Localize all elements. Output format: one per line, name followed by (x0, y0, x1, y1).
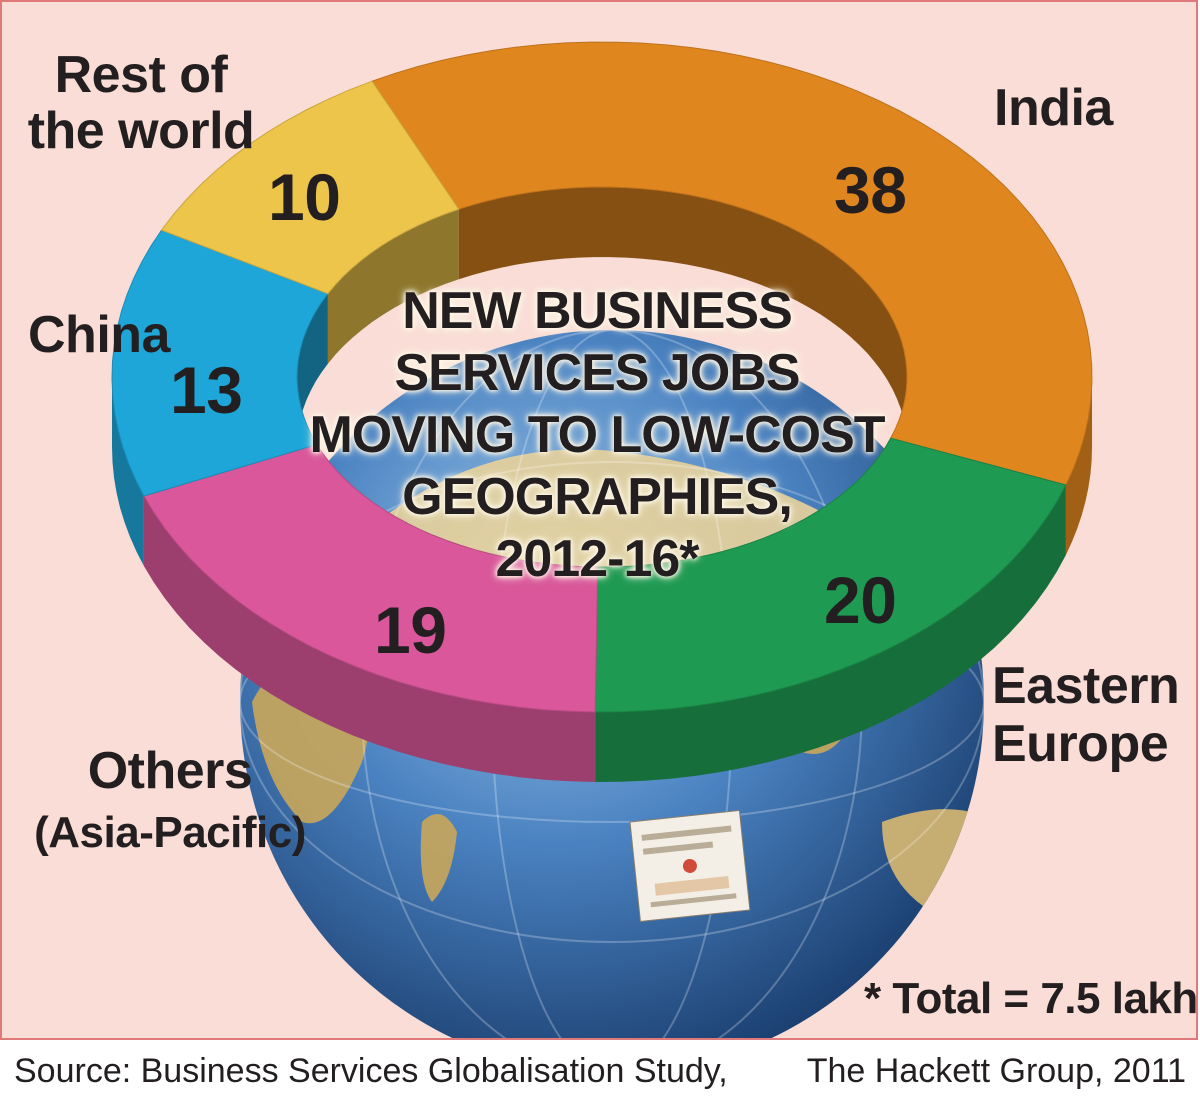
chart-title: NEW BUSINESS SERVICES JOBS MOVING TO LOW-C… (292, 280, 902, 590)
donut-slice (160, 80, 460, 295)
category-label-line: (Asia-Pacific) (34, 808, 306, 857)
value-label: 20 (824, 563, 897, 637)
source-left-text: Source: Business Services Globalisation … (14, 1052, 728, 1090)
category-label: China (28, 307, 170, 363)
category-label-line: Others (87, 742, 253, 800)
chart-graphic (111, 41, 1093, 1038)
chart-title-line: NEW BUSINESS (402, 282, 793, 340)
value-label: 38 (834, 153, 907, 227)
category-label: India (994, 80, 1113, 136)
ring-inner-wall (458, 187, 907, 447)
ring-outer-wall (1065, 377, 1092, 555)
category-label: Rest of the world (16, 47, 266, 159)
category-label-line: Rest of (54, 46, 228, 104)
chart-title-line: 2012-16* (495, 530, 699, 588)
source-right-text: The Hackett Group, 2011 (806, 1052, 1186, 1090)
category-label-line: Europe (992, 715, 1169, 773)
category-label-line: India (994, 79, 1113, 137)
ring-outer-wall (595, 485, 1066, 782)
chart-frame: NEW BUSINESS SERVICES JOBS MOVING TO LOW-C… (0, 0, 1198, 1040)
chart-title-line: SERVICES JOBS (394, 344, 800, 402)
category-label: Eastern Europe (992, 657, 1180, 773)
category-label: Others (Asia-Pacific) (20, 740, 320, 864)
chart-footnote: * Total = 7.5 lakh (864, 974, 1198, 1023)
source-line: Source: Business Services Globalisation … (0, 1046, 1200, 1096)
category-label-line: China (28, 306, 170, 364)
value-label: 10 (268, 160, 341, 234)
category-label-line: Eastern (992, 657, 1180, 715)
ring-inner-wall (297, 293, 328, 447)
ring-outer-wall (112, 377, 144, 566)
ring-inner-wall (327, 209, 459, 364)
value-label: 19 (374, 593, 447, 667)
value-label: 13 (170, 353, 243, 427)
chart-title-line: GEOGRAPHIES, (402, 468, 793, 526)
chart-title-line: MOVING TO LOW-COST (309, 406, 885, 464)
category-label-line: the world (27, 102, 255, 160)
donut-chart (111, 41, 1093, 782)
ring-outer-wall (143, 496, 596, 782)
